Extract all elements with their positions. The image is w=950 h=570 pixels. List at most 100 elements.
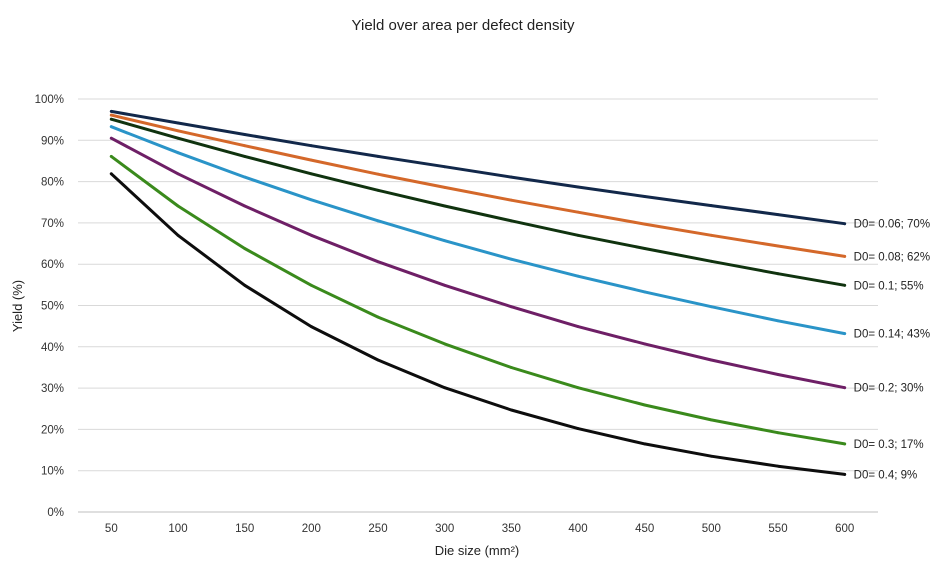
data-point [376, 260, 380, 264]
series-line-3 [109, 117, 847, 287]
data-point [576, 185, 580, 189]
y-tick-label: 60% [41, 259, 64, 271]
x-tick-label: 200 [302, 523, 321, 535]
data-point [509, 198, 513, 202]
data-point [709, 305, 713, 309]
data-point [309, 172, 313, 176]
data-point [443, 185, 447, 189]
series-line-2 [109, 113, 847, 258]
data-point [176, 233, 180, 237]
data-point [109, 136, 113, 140]
data-point [109, 113, 113, 117]
series-line-1 [109, 109, 847, 226]
data-point [643, 442, 647, 446]
data-point [643, 247, 647, 250]
x-tick-label: 550 [768, 523, 787, 535]
data-point [309, 198, 313, 202]
data-point [843, 442, 847, 446]
data-point [443, 239, 447, 243]
series-label-1: D0= 0.06; 70% [854, 219, 930, 231]
data-point [443, 165, 447, 169]
x-tick-label: 50 [105, 523, 118, 535]
data-point [643, 195, 647, 198]
x-tick-label: 500 [702, 523, 721, 535]
data-point [776, 431, 780, 435]
series-labels: D0= 0.06; 70% D0= 0.08; 62% D0= 0.1; 55% D0… [854, 219, 930, 482]
data-point [709, 418, 713, 422]
data-point [709, 204, 713, 207]
y-tick-label: 90% [41, 135, 64, 147]
y-tick-label: 10% [41, 466, 64, 478]
x-tick-label: 100 [168, 523, 187, 535]
data-point [243, 175, 247, 179]
x-tick-label: 150 [235, 523, 254, 535]
data-point [776, 373, 780, 376]
series-label-4: D0= 0.14; 43% [854, 329, 930, 341]
x-tick-label: 400 [568, 523, 587, 535]
data-point [109, 172, 113, 176]
data-point [643, 222, 647, 226]
data-point [576, 210, 580, 214]
data-point [243, 247, 247, 250]
data-point [376, 188, 380, 192]
series-line-7 [109, 172, 847, 476]
series-line-5 [109, 136, 847, 390]
data-point [643, 403, 647, 407]
data-point [576, 274, 580, 278]
data-point [376, 358, 380, 362]
data-point [509, 257, 513, 261]
data-point [776, 244, 780, 248]
y-axis-label: Yield (%) [10, 280, 25, 332]
data-point [509, 219, 513, 223]
data-point [243, 155, 247, 158]
y-axis-ticks: 0% 10% 20% 30% 40% 50% 60% 70% 80% 90% 100% [35, 94, 64, 519]
data-point [709, 358, 713, 362]
series-line-6 [109, 154, 847, 446]
data-point [176, 121, 180, 125]
data-point [243, 204, 247, 208]
data-point [509, 366, 513, 369]
data-point [576, 233, 580, 237]
data-point [709, 454, 713, 458]
data-point [109, 117, 113, 121]
data-point [843, 283, 847, 287]
data-point [376, 172, 380, 176]
y-tick-label: 70% [41, 218, 64, 230]
y-tick-label: 30% [41, 383, 64, 395]
data-point [109, 125, 113, 129]
x-tick-label: 450 [635, 523, 654, 535]
series-label-5: D0= 0.2; 30% [854, 383, 924, 395]
y-tick-label: 40% [41, 342, 64, 354]
data-point [843, 473, 847, 476]
data-point [309, 325, 313, 328]
data-point [843, 386, 847, 390]
data-point [443, 386, 447, 390]
data-point [109, 109, 113, 113]
data-point [176, 129, 180, 133]
x-axis-ticks: 50 100 150 200 250 300 350 400 450 500 550 600 [105, 523, 854, 535]
series-line-4 [109, 125, 847, 336]
data-point [443, 342, 447, 346]
chart-title: Yield over area per defect density [352, 17, 575, 34]
data-point [709, 259, 713, 263]
data-point [643, 290, 647, 294]
data-point [776, 213, 780, 217]
data-point [709, 233, 713, 237]
y-tick-label: 100% [35, 94, 64, 106]
data-point [509, 408, 513, 412]
data-point [509, 305, 513, 309]
series-label-2: D0= 0.08; 62% [854, 251, 930, 263]
data-point [109, 155, 113, 158]
data-point [776, 464, 780, 468]
data-point [776, 272, 780, 276]
data-point [843, 254, 847, 258]
data-point [176, 151, 180, 155]
data-point [576, 325, 580, 328]
series-label-3: D0= 0.1; 55% [854, 280, 924, 292]
data-point [576, 386, 580, 390]
data-point [776, 319, 780, 323]
series-label-7: D0= 0.4; 9% [854, 469, 918, 481]
data-point [176, 204, 180, 208]
data-point [443, 204, 447, 208]
